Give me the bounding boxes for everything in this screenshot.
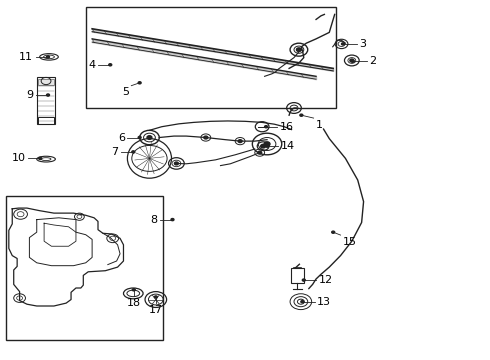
Circle shape — [238, 140, 242, 143]
Circle shape — [138, 136, 141, 139]
Circle shape — [301, 301, 304, 303]
Circle shape — [47, 56, 49, 58]
Circle shape — [47, 94, 49, 96]
Text: 2: 2 — [369, 56, 376, 66]
Circle shape — [296, 48, 301, 51]
Circle shape — [132, 289, 135, 291]
Circle shape — [302, 279, 305, 281]
Circle shape — [258, 151, 262, 154]
Text: 17: 17 — [149, 305, 163, 315]
Circle shape — [138, 82, 141, 84]
Circle shape — [350, 59, 354, 62]
Text: 14: 14 — [281, 141, 295, 151]
Text: 12: 12 — [318, 275, 333, 285]
Circle shape — [300, 114, 303, 116]
Bar — [6, 196, 163, 340]
Bar — [38, 117, 54, 124]
Bar — [37, 77, 55, 124]
Text: 16: 16 — [280, 122, 294, 132]
Text: 15: 15 — [343, 237, 357, 247]
Text: 7: 7 — [111, 147, 119, 157]
Circle shape — [265, 126, 268, 128]
Circle shape — [351, 60, 354, 62]
Bar — [38, 79, 54, 85]
Circle shape — [171, 219, 174, 221]
Circle shape — [342, 43, 344, 45]
Text: 11: 11 — [19, 52, 33, 62]
Circle shape — [174, 162, 178, 165]
Circle shape — [332, 231, 335, 233]
Circle shape — [154, 296, 157, 298]
Circle shape — [147, 136, 152, 139]
Text: 10: 10 — [11, 153, 25, 163]
Bar — [86, 7, 336, 108]
Text: 1: 1 — [316, 120, 323, 130]
Text: 5: 5 — [122, 87, 129, 98]
Text: 3: 3 — [359, 39, 366, 49]
Text: 4: 4 — [88, 60, 96, 70]
Text: 8: 8 — [150, 215, 158, 225]
Circle shape — [264, 142, 270, 146]
Circle shape — [261, 144, 266, 148]
Circle shape — [266, 145, 269, 147]
Circle shape — [204, 136, 208, 139]
Text: 13: 13 — [317, 297, 331, 307]
Bar — [291, 268, 304, 283]
Text: 6: 6 — [118, 132, 125, 143]
Text: 9: 9 — [26, 90, 33, 100]
Text: 18: 18 — [127, 298, 141, 308]
Circle shape — [132, 151, 135, 153]
Circle shape — [109, 64, 112, 66]
Circle shape — [39, 157, 42, 159]
